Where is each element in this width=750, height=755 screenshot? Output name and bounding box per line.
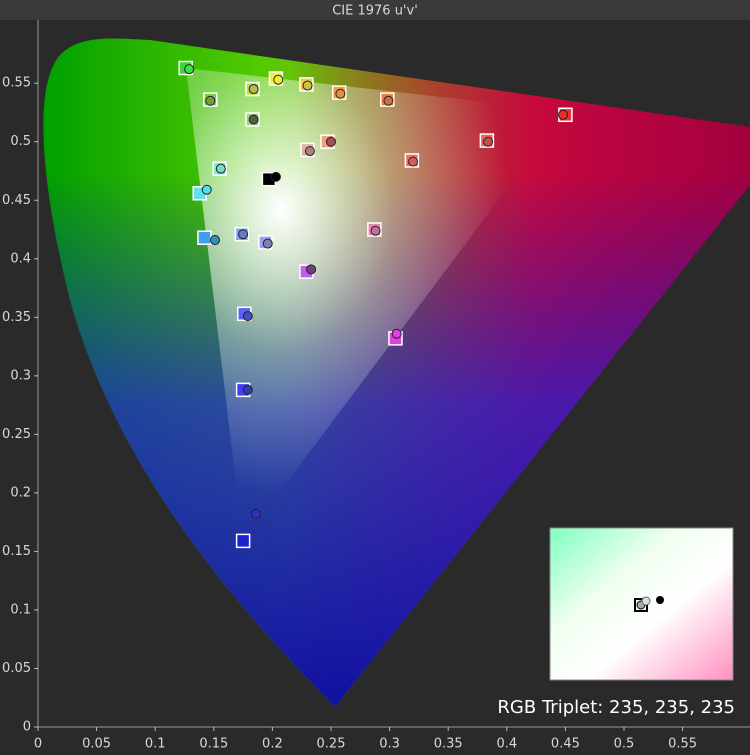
x-tick-label: 0.25	[317, 737, 346, 752]
measured-point	[408, 156, 419, 167]
x-tick-label: 0	[34, 737, 42, 752]
inset-point	[641, 596, 651, 606]
x-tick-label: 0.5	[614, 737, 635, 752]
measured-point	[558, 109, 569, 120]
chart-title: CIE 1976 u'v'	[332, 4, 418, 19]
target-square	[197, 230, 212, 245]
measured-point	[248, 114, 259, 125]
measured-point	[209, 235, 220, 246]
gamut	[43, 38, 750, 708]
y-tick-label: 0.45	[2, 193, 31, 208]
measured-point	[201, 184, 212, 195]
x-tick-label: 0.05	[82, 737, 111, 752]
y-tick-label: 0.4	[10, 251, 31, 266]
annotation: RGB Triplet: 235, 235, 235	[497, 697, 735, 718]
header-bar	[0, 0, 750, 20]
x-tick-label: 0.3	[379, 737, 400, 752]
measured-point	[302, 80, 313, 91]
measured-point	[335, 88, 346, 99]
y-tick-label: 0.25	[2, 427, 31, 442]
y-tick-label: 0.55	[2, 76, 31, 91]
measured-point	[326, 136, 337, 147]
y-tick-label: 0.5	[10, 134, 31, 149]
x-tick-label: 0.35	[434, 737, 463, 752]
measured-point	[273, 74, 284, 85]
inset-panel	[549, 527, 734, 681]
measured-point	[250, 508, 261, 519]
measured-point	[215, 163, 226, 174]
y-tick-label: 0.3	[10, 368, 31, 383]
y-tick-label: 0.15	[2, 544, 31, 559]
measured-point	[248, 84, 259, 95]
measured-point	[184, 64, 195, 75]
inset-point	[656, 596, 664, 604]
measured-point	[483, 136, 494, 147]
measured-point	[242, 311, 253, 322]
y-tick-label: 0.2	[10, 485, 31, 500]
x-tick-label: 0.2	[262, 737, 283, 752]
y-tick-label: 0.1	[10, 602, 31, 617]
measured-point	[391, 328, 402, 339]
measured-point	[205, 95, 216, 106]
x-tick-label: 0.15	[199, 737, 228, 752]
measured-point	[383, 95, 394, 106]
x-tick-label: 0.4	[496, 737, 517, 752]
x-tick-label: 0.45	[551, 737, 580, 752]
x-tick-label: 0.1	[145, 737, 166, 752]
measured-point	[370, 225, 381, 236]
measured-point	[242, 384, 253, 395]
measured-point	[304, 146, 315, 157]
measured-point	[306, 264, 317, 275]
inset	[549, 527, 734, 681]
y-tick-label: 0.35	[2, 310, 31, 325]
y-tick-label: 0	[23, 720, 31, 735]
measured-point	[238, 229, 249, 240]
x-tick-label: 0.55	[668, 737, 697, 752]
target-square	[235, 533, 251, 549]
gamut-triangle	[186, 68, 565, 541]
y-tick-label: 0.05	[2, 661, 31, 676]
measured-point	[270, 171, 281, 182]
measured-point	[262, 238, 273, 249]
